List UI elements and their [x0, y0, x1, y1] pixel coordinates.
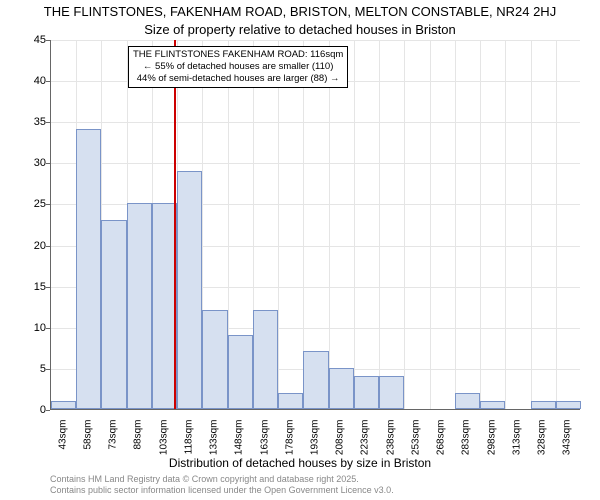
- xtick-label: 163sqm: [259, 420, 270, 460]
- ytick-mark: [46, 328, 50, 329]
- ytick-label: 5: [28, 363, 46, 375]
- ytick-mark: [46, 369, 50, 370]
- annotation-line: ← 55% of detached houses are smaller (11…: [133, 61, 343, 73]
- gridline-v: [556, 40, 557, 409]
- annotation-line: THE FLINTSTONES FAKENHAM ROAD: 116sqm: [133, 49, 343, 61]
- xtick-label: 73sqm: [108, 420, 119, 460]
- histogram-bar: [253, 310, 278, 409]
- reference-line: [174, 40, 176, 409]
- xtick-label: 268sqm: [436, 420, 447, 460]
- ytick-mark: [46, 246, 50, 247]
- gridline-v: [278, 40, 279, 409]
- xtick-label: 58sqm: [82, 420, 93, 460]
- xtick-label: 223sqm: [360, 420, 371, 460]
- attribution-text: Contains HM Land Registry data © Crown c…: [50, 474, 394, 496]
- xtick-label: 88sqm: [133, 420, 144, 460]
- ytick-label: 10: [28, 322, 46, 334]
- xtick-label: 283sqm: [461, 420, 472, 460]
- xtick-label: 208sqm: [335, 420, 346, 460]
- ytick-mark: [46, 410, 50, 411]
- histogram-bar: [51, 401, 76, 409]
- xtick-label: 178sqm: [284, 420, 295, 460]
- attribution-line2: Contains public sector information licen…: [50, 485, 394, 496]
- attribution-line1: Contains HM Land Registry data © Crown c…: [50, 474, 394, 485]
- xtick-label: 343sqm: [562, 420, 573, 460]
- ytick-label: 0: [28, 404, 46, 416]
- histogram-bar: [127, 203, 152, 409]
- histogram-bar: [202, 310, 227, 409]
- ytick-label: 45: [28, 34, 46, 46]
- histogram-bar: [303, 351, 328, 409]
- gridline-h: [51, 163, 580, 164]
- ytick-label: 25: [28, 198, 46, 210]
- gridline-h: [51, 40, 580, 41]
- x-axis-label: Distribution of detached houses by size …: [0, 456, 600, 470]
- annotation-box: THE FLINTSTONES FAKENHAM ROAD: 116sqm← 5…: [128, 46, 348, 88]
- histogram-bar: [531, 401, 556, 409]
- ytick-mark: [46, 204, 50, 205]
- ytick-label: 20: [28, 240, 46, 252]
- xtick-label: 313sqm: [511, 420, 522, 460]
- gridline-v: [329, 40, 330, 409]
- gridline-v: [379, 40, 380, 409]
- xtick-label: 298sqm: [486, 420, 497, 460]
- ytick-label: 30: [28, 157, 46, 169]
- chart-title-main: THE FLINTSTONES, FAKENHAM ROAD, BRISTON,…: [0, 4, 600, 19]
- xtick-label: 133sqm: [209, 420, 220, 460]
- histogram-bar: [101, 220, 126, 409]
- histogram-bar: [480, 401, 505, 409]
- ytick-mark: [46, 122, 50, 123]
- annotation-line: 44% of semi-detached houses are larger (…: [133, 73, 343, 85]
- histogram-bar: [278, 393, 303, 409]
- xtick-label: 43sqm: [57, 420, 68, 460]
- gridline-h: [51, 122, 580, 123]
- xtick-label: 118sqm: [183, 420, 194, 460]
- gridline-v: [430, 40, 431, 409]
- gridline-v: [505, 40, 506, 409]
- xtick-label: 148sqm: [234, 420, 245, 460]
- xtick-label: 238sqm: [385, 420, 396, 460]
- gridline-v: [404, 40, 405, 409]
- gridline-v: [354, 40, 355, 409]
- ytick-label: 40: [28, 75, 46, 87]
- histogram-bar: [379, 376, 404, 409]
- ytick-mark: [46, 163, 50, 164]
- ytick-mark: [46, 40, 50, 41]
- chart-container: THE FLINTSTONES, FAKENHAM ROAD, BRISTON,…: [0, 0, 600, 500]
- ytick-label: 35: [28, 116, 46, 128]
- histogram-bar: [354, 376, 379, 409]
- histogram-bar: [228, 335, 253, 409]
- gridline-v: [480, 40, 481, 409]
- histogram-bar: [177, 171, 202, 409]
- xtick-label: 253sqm: [410, 420, 421, 460]
- plot-area: [50, 40, 580, 410]
- gridline-v: [455, 40, 456, 409]
- xtick-label: 328sqm: [537, 420, 548, 460]
- histogram-bar: [76, 129, 101, 409]
- histogram-bar: [455, 393, 480, 409]
- ytick-mark: [46, 81, 50, 82]
- xtick-label: 103sqm: [158, 420, 169, 460]
- gridline-v: [531, 40, 532, 409]
- ytick-label: 15: [28, 281, 46, 293]
- chart-title-sub: Size of property relative to detached ho…: [0, 22, 600, 37]
- histogram-bar: [329, 368, 354, 409]
- histogram-bar: [556, 401, 581, 409]
- ytick-mark: [46, 287, 50, 288]
- xtick-label: 193sqm: [310, 420, 321, 460]
